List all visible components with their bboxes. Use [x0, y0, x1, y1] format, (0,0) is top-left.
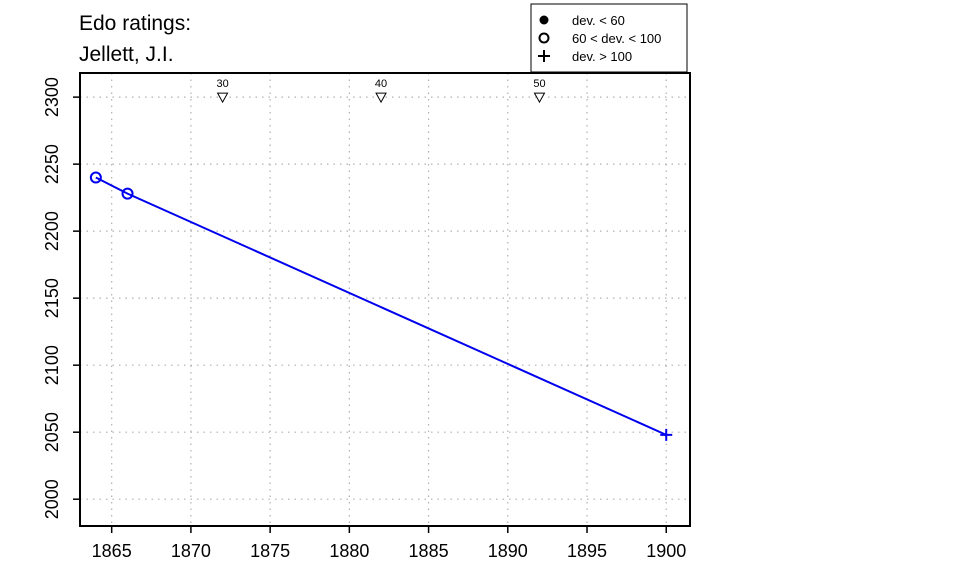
x-tick-label: 1900: [646, 541, 686, 561]
legend-filled-circle-icon: [539, 15, 549, 25]
age-marker-triangle-icon: [533, 92, 546, 104]
x-axis: 1865 1870 1875 1880 1885 1890 1895 1900: [92, 526, 686, 561]
y-tick-label: 2000: [42, 479, 62, 519]
x-tick-label: 1880: [329, 541, 369, 561]
legend-label-low-dev: dev. < 60: [572, 13, 625, 28]
chart-title-line-2: Jellett, J.I.: [79, 43, 174, 66]
age-marker-triangle-icon: [216, 92, 229, 104]
chart-title-line-1: Edo ratings:: [79, 12, 191, 35]
grid: [80, 73, 690, 526]
y-tick-label: 2150: [42, 278, 62, 318]
age-marker-triangle-icon: [375, 92, 387, 104]
data-point-plus: [660, 428, 673, 441]
x-tick-label: 1875: [250, 541, 290, 561]
legend: dev. < 60 60 < dev. < 100 dev. > 100: [530, 3, 688, 73]
y-tick-label: 2050: [42, 412, 62, 452]
age-markers: 30 40 50: [216, 78, 546, 104]
rating-line: [95, 176, 667, 436]
y-tick-label: 2250: [42, 144, 62, 184]
legend-label-high-dev: dev. > 100: [572, 49, 632, 64]
age-marker-label: 50: [533, 78, 545, 90]
legend-box: [530, 3, 688, 73]
y-tick-label: 2300: [42, 77, 62, 117]
x-tick-label: 1870: [171, 541, 211, 561]
series: [89, 171, 673, 441]
legend-plus-icon: [538, 50, 550, 62]
y-tick-label: 2100: [42, 345, 62, 385]
x-tick-label: 1890: [488, 541, 528, 561]
x-tick-label: 1885: [409, 541, 449, 561]
data-point-open-circle: [89, 171, 102, 184]
x-tick-label: 1865: [92, 541, 132, 561]
plot-frame: [79, 72, 691, 527]
x-tick-label: 1895: [567, 541, 607, 561]
legend-label-mid-dev: 60 < dev. < 100: [572, 31, 661, 46]
data-point-open-circle: [121, 187, 134, 200]
legend-open-circle-icon: [538, 32, 550, 44]
age-marker-label: 30: [216, 78, 228, 90]
y-axis: 2000 2050 2100 2150 2200 2250 2300: [42, 77, 80, 519]
age-marker-label: 40: [375, 78, 387, 90]
y-tick-label: 2200: [42, 211, 62, 251]
